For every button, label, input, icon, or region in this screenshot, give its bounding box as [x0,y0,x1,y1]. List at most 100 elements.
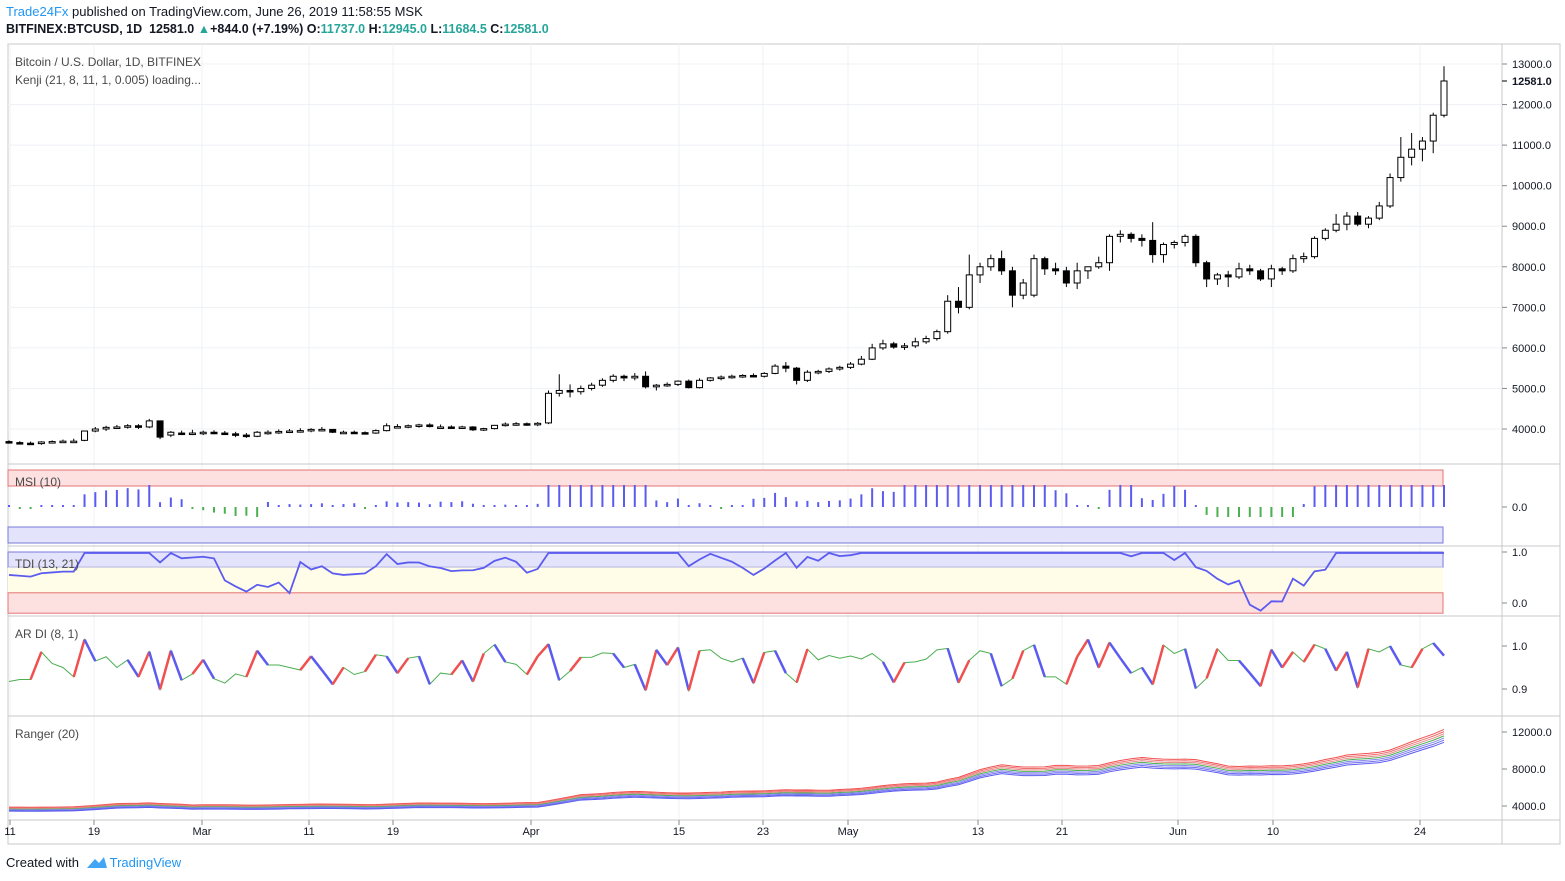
ardi-signal-segment [1259,649,1273,687]
candle [1052,262,1060,275]
high-value: 12945.0 [381,22,427,36]
ardi-signal-segment [320,669,334,686]
ardi-signal-segment [676,647,690,691]
candle-body [102,426,110,430]
ardi-signal-segment [169,650,183,681]
ardi-signal-segment [773,650,787,674]
ardi-signal-segment [245,650,259,678]
candle-body [717,376,725,380]
candle [685,379,693,389]
candle-body [37,441,45,445]
ardi-signal-segment [1388,645,1402,666]
ohlc-line: BITFINEX:BTCUSD, 1D 12581.0 ▲+844.0 (+7.… [6,22,549,36]
candle [663,382,671,387]
candle-body [188,432,196,436]
chart-frame [7,43,1561,845]
ranger-tick-label: 4000.0 [1512,801,1546,813]
ardi-signal-segment [752,652,766,684]
ardi-signal-segment [364,654,377,673]
candle [728,374,736,379]
candle-body [145,420,153,428]
ardi-signal-segment [1119,657,1133,674]
candle-body [59,440,67,444]
ardi-signal-segment [612,652,625,669]
candle [1170,240,1178,249]
candle-body [1062,270,1070,284]
candle-body [1106,235,1114,264]
ranger-band-line [8,737,1445,811]
candle-body [739,374,747,378]
candle-body [620,375,628,379]
ardi-line [8,638,1445,693]
ardi-signal-segment [385,655,399,674]
candle-body [339,431,347,435]
candle-body [329,428,337,433]
price-tick-label: 11000.0 [1512,140,1551,152]
candle [1354,212,1362,227]
candle-body [631,375,639,379]
ardi-signal-segment [1432,642,1445,657]
candle [16,441,24,445]
msi-lower-band [7,526,1444,544]
candle [437,424,445,429]
ranger-band-line [8,731,1445,809]
candle [361,431,369,435]
candle [836,365,844,371]
candle-body [480,428,488,431]
low-label: L: [430,22,443,36]
candle [167,431,175,438]
candle-body [965,274,973,308]
series-title: Bitcoin / U.S. Dollar, 1D, BITFINEX [15,55,202,69]
candle [987,254,995,271]
candle [1138,234,1146,247]
candle [588,382,596,391]
ardi-signal-segment [1086,639,1100,668]
ardi-signal-segment [644,649,658,691]
candle [782,362,790,373]
candle [415,423,423,428]
candle [178,430,186,436]
candle-body [1203,262,1211,280]
time-tick-label: 11 [4,826,15,838]
candle-body [275,430,283,434]
ardi-signal-segment [331,666,345,685]
tradingview-link[interactable]: TradingView [109,855,182,870]
candle [998,250,1006,275]
candle [469,426,477,432]
ardi-signal-segment [1140,666,1154,685]
candle [134,424,142,429]
candle-body [696,379,704,389]
candle-body [1181,235,1189,243]
candle-body [663,383,671,387]
ardi-tick-label: 0.9 [1512,684,1527,696]
tradingview-logo-icon [86,857,107,868]
candle-body [393,426,401,429]
ardi-signal-segment [881,661,895,683]
candle-body [286,430,294,434]
candle-body [210,431,218,435]
high-label: H: [368,22,382,36]
candle-body [307,428,315,432]
ardi-signal-segment [536,643,550,658]
candle [296,428,304,433]
candle-body [868,347,876,360]
author-link[interactable]: Trade24Fx [6,4,69,19]
candle [911,337,919,348]
candle-body [1224,274,1232,278]
candle [70,438,78,444]
ranger-legend: Ranger (20) [15,727,80,741]
candle [372,429,380,434]
ardi-signal-segment [148,651,162,690]
candle-body [350,431,358,435]
candle-body [1192,235,1200,264]
candle [156,420,164,440]
candle-body [1332,223,1340,231]
candle [1257,268,1265,281]
msi-tick-label: 0.0 [1512,502,1527,514]
candle-body [1149,239,1157,256]
candle [1213,272,1221,286]
ranger-band-line [8,741,1445,812]
tdi-legend: TDI (13, 21) [15,557,80,571]
candle [1332,214,1340,233]
